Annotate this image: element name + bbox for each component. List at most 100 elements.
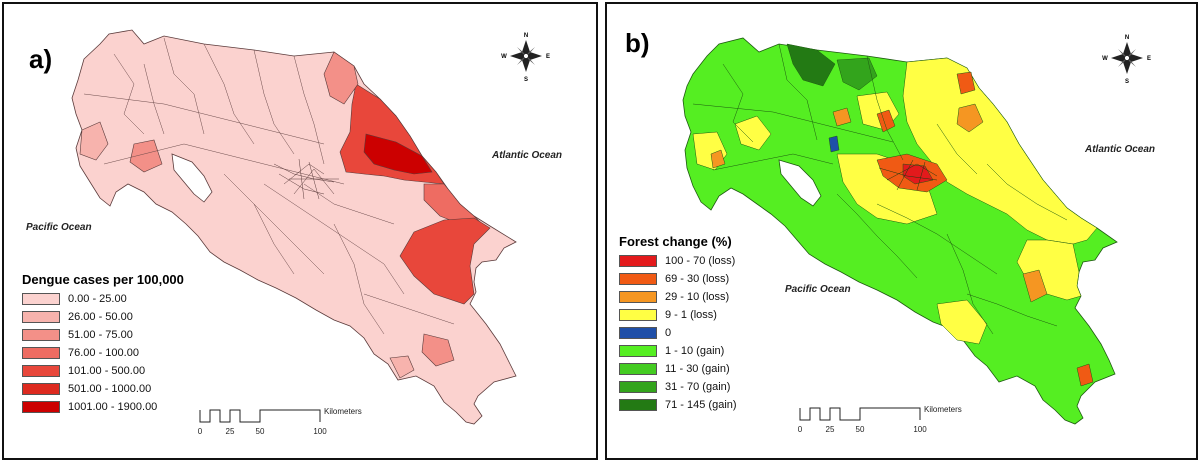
scale-bar: Kilometers 0 25 50 100 — [798, 405, 962, 434]
southern-medium-region — [421, 333, 455, 367]
osa-medium-region — [389, 355, 415, 379]
panel-label: a) — [29, 44, 53, 74]
legend-label: 69 - 30 (loss) — [665, 273, 730, 285]
compass-n: N — [1125, 35, 1129, 41]
scale-bar: Kilometers 0 25 50 100 — [198, 407, 362, 436]
scale-tick-0: 0 — [198, 427, 203, 436]
legend-item: 71 - 145 (gain) — [619, 396, 737, 414]
loss-patch-6 — [876, 109, 896, 133]
legend-item: 101.00 - 500.00 — [22, 362, 184, 380]
scale-tick-100: 100 — [313, 427, 327, 436]
nicoya-loss-region — [734, 115, 772, 151]
legend-label: 9 - 1 (loss) — [665, 309, 717, 321]
legend-swatch — [22, 293, 60, 305]
legend-swatch — [22, 383, 60, 395]
central-valley-dense — [273, 158, 339, 200]
legend-item: 0 — [619, 324, 737, 342]
pacific-ocean-label: Pacific Ocean — [785, 284, 851, 295]
compass-e: E — [546, 54, 550, 60]
legend: Dengue cases per 100,000 0.00 - 25.00 26.… — [22, 272, 184, 416]
compass-rose-icon: N S E W — [1102, 35, 1151, 85]
dengue-map-svg: N S E W Kilometers 0 25 50 100 — [71, 29, 550, 436]
pacific-ocean-label: Pacific Ocean — [26, 222, 92, 233]
legend-label: 11 - 30 (gain) — [665, 363, 730, 375]
legend-swatch — [619, 273, 657, 285]
scale-unit: Kilometers — [924, 405, 962, 414]
scale-tick-0: 0 — [798, 425, 803, 434]
legend-swatch — [619, 381, 657, 393]
legend-item: 29 - 10 (loss) — [619, 288, 737, 306]
dengue-map-panel: N S E W Kilometers 0 25 50 100 a) Pacifi… — [2, 2, 598, 460]
forest-change-map-panel: N S E W Kilometers 0 25 50 100 b) Pacifi… — [605, 2, 1198, 460]
legend-swatch — [22, 329, 60, 341]
legend-label: 29 - 10 (loss) — [665, 291, 730, 303]
legend-item: 100 - 70 (loss) — [619, 252, 737, 270]
compass-rose-icon: N S E W — [501, 33, 550, 83]
legend-swatch — [619, 255, 657, 267]
north-gain-region-2 — [836, 57, 878, 91]
atlantic-ocean-label: Atlantic Ocean — [492, 150, 563, 161]
legend-item: 501.00 - 1000.00 — [22, 380, 184, 398]
south-loss-region — [936, 299, 988, 345]
loss-patch-7 — [710, 149, 726, 169]
loss-patch-4 — [1022, 269, 1048, 303]
loss-patch-1 — [956, 103, 984, 133]
legend-label: 76.00 - 100.00 — [68, 347, 139, 359]
compass-w: W — [1102, 56, 1108, 62]
central-valley-dense — [878, 159, 938, 191]
loss-patch-5 — [1076, 363, 1094, 387]
talamanca-region — [399, 217, 491, 305]
compass-e: E — [1147, 56, 1151, 62]
legend-swatch — [619, 327, 657, 339]
panel-label: b) — [625, 28, 650, 58]
legend-label: 31 - 70 (gain) — [665, 381, 731, 393]
legend-label: 0.00 - 25.00 — [68, 293, 127, 305]
legend: Forest change (%) 100 - 70 (loss) 69 - 30… — [619, 234, 737, 414]
legend-label: 100 - 70 (loss) — [665, 255, 736, 267]
scale-tick-50: 50 — [256, 427, 265, 436]
legend-swatch — [619, 345, 657, 357]
legend-label: 101.00 - 500.00 — [68, 365, 146, 377]
legend-label: 71 - 145 (gain) — [665, 399, 737, 411]
legend-item: 1 - 10 (gain) — [619, 342, 737, 360]
legend-swatch — [22, 347, 60, 359]
northern-medium-region — [323, 51, 359, 105]
legend-label: 26.00 - 50.00 — [68, 311, 133, 323]
legend-swatch — [22, 401, 60, 413]
legend-label: 1 - 10 (gain) — [665, 345, 725, 357]
legend-item: 31 - 70 (gain) — [619, 378, 737, 396]
legend-item: 1001.00 - 1900.00 — [22, 398, 184, 416]
district-boundaries — [692, 43, 1068, 335]
legend-item: 69 - 30 (loss) — [619, 270, 737, 288]
legend-label: 51.00 - 75.00 — [68, 329, 133, 341]
compass-s: S — [1125, 79, 1129, 85]
legend-label: 1001.00 - 1900.00 — [68, 401, 158, 413]
legend-item: 11 - 30 (gain) — [619, 360, 737, 378]
compass-n: N — [524, 33, 528, 39]
scale-tick-25: 25 — [826, 425, 835, 434]
legend-swatch — [619, 291, 657, 303]
atlantic-ocean-label: Atlantic Ocean — [1085, 144, 1156, 155]
compass-w: W — [501, 54, 507, 60]
loss-patch-3 — [832, 107, 852, 127]
scale-tick-25: 25 — [226, 427, 235, 436]
legend-swatch — [619, 363, 657, 375]
pacific-medium-region-2 — [129, 139, 163, 173]
legend-item: 26.00 - 50.00 — [22, 308, 184, 326]
legend-item: 51.00 - 75.00 — [22, 326, 184, 344]
legend-item: 0.00 - 25.00 — [22, 290, 184, 308]
scale-unit: Kilometers — [324, 407, 362, 416]
legend-item: 76.00 - 100.00 — [22, 344, 184, 362]
legend-title: Forest change (%) — [619, 234, 732, 249]
loss-patch-2 — [956, 71, 976, 95]
gulf-of-nicoya — [778, 159, 822, 207]
legend-label: 0 — [665, 327, 672, 339]
gulf-of-nicoya — [171, 153, 213, 203]
scale-tick-50: 50 — [856, 425, 865, 434]
legend-item: 9 - 1 (loss) — [619, 306, 737, 324]
district-boundaries — [83, 37, 455, 335]
legend-swatch — [22, 365, 60, 377]
scale-tick-100: 100 — [913, 425, 927, 434]
forest-map-svg: N S E W Kilometers 0 25 50 100 — [682, 35, 1151, 434]
legend-swatch — [619, 309, 657, 321]
